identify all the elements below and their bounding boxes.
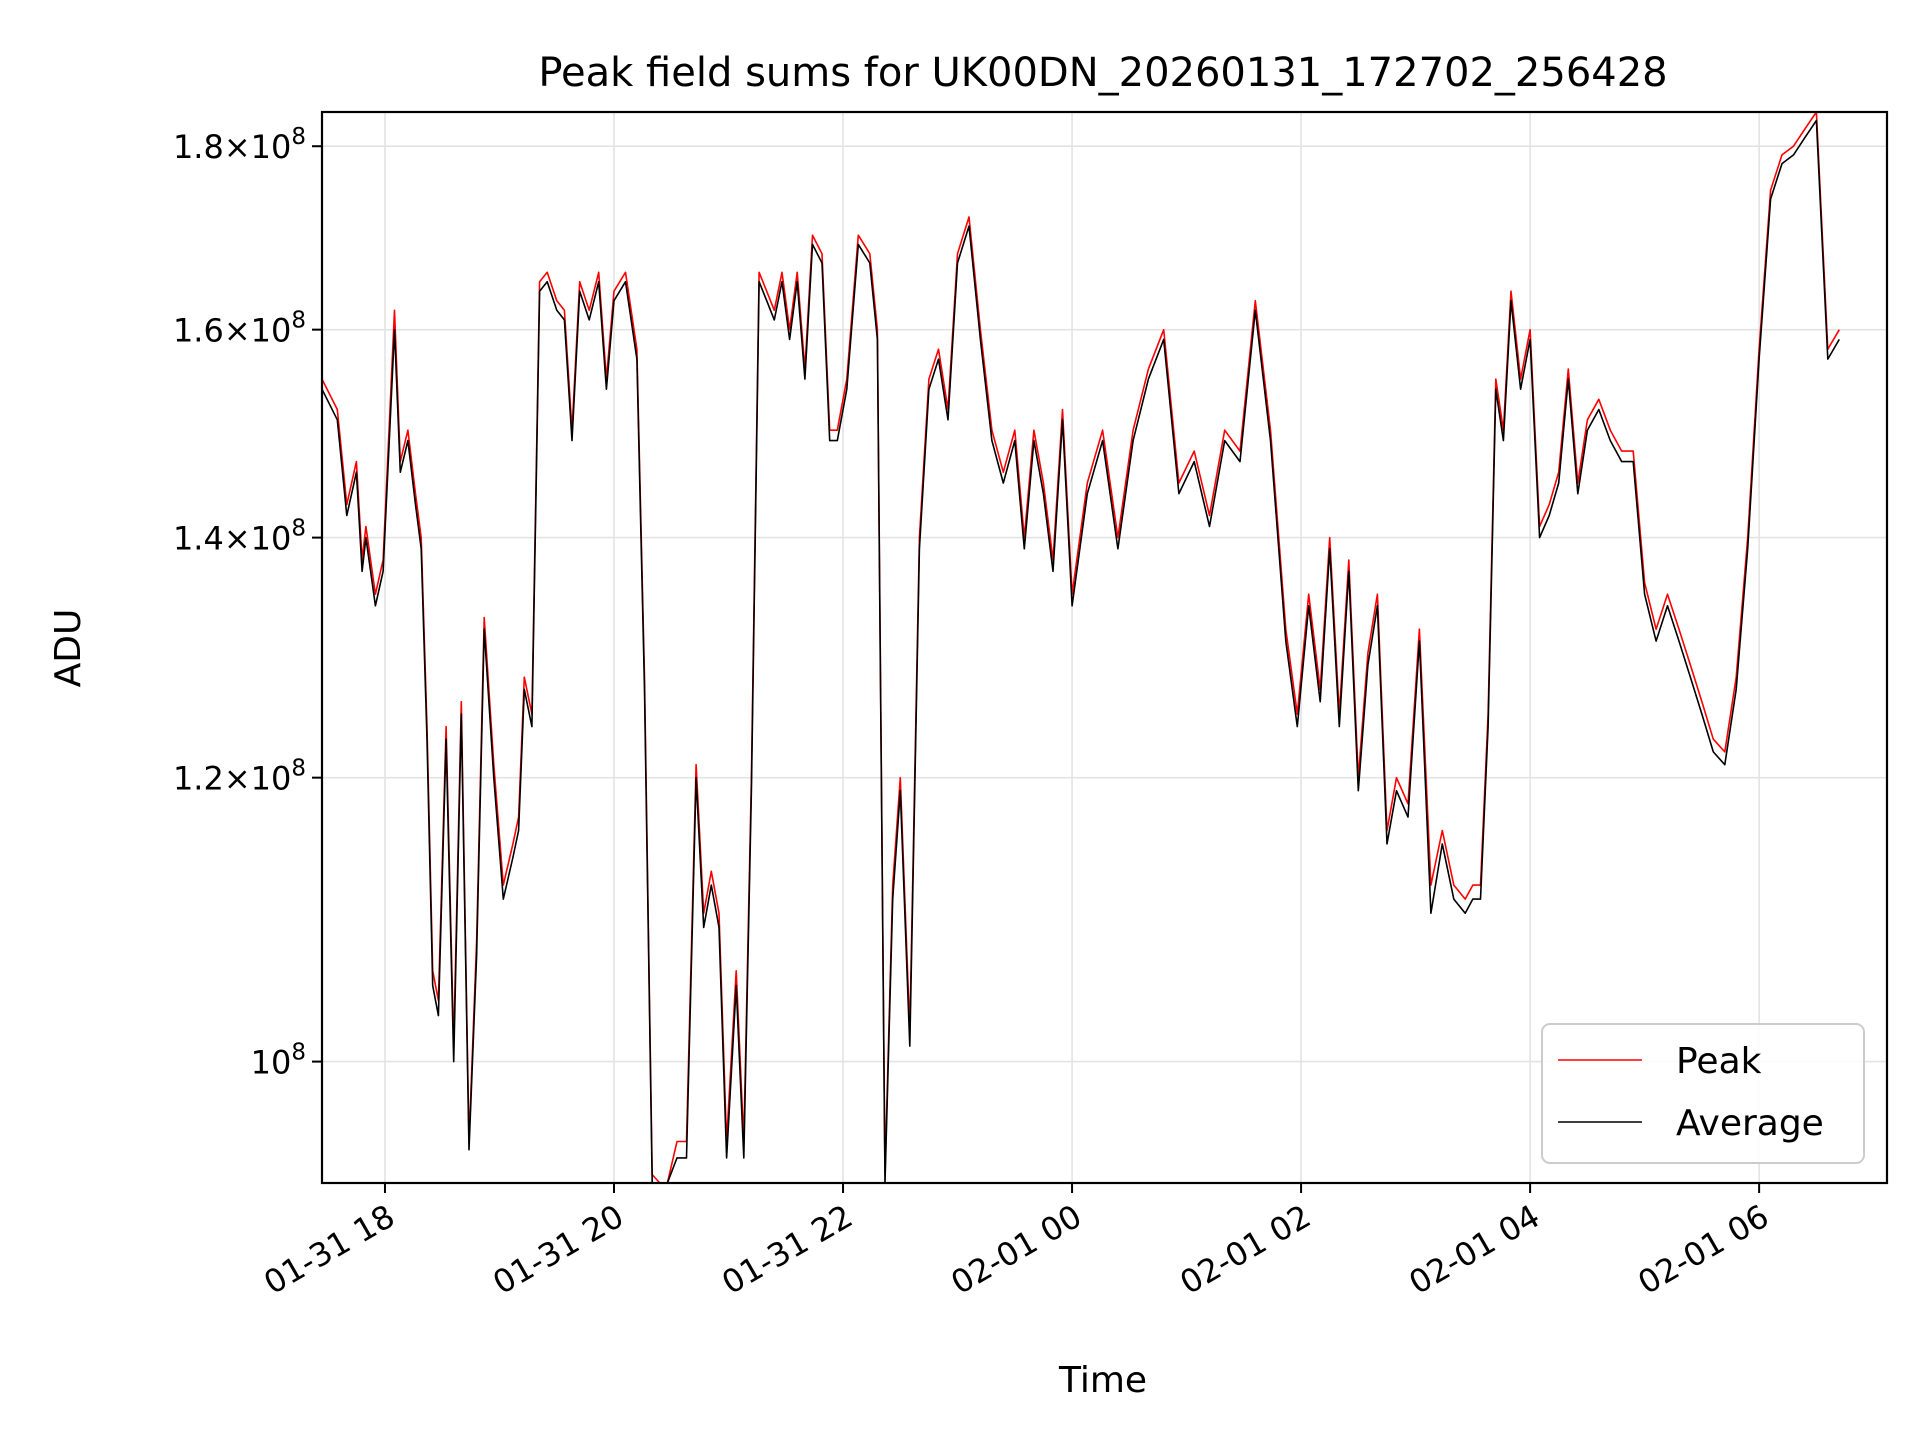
- series-lines: [321, 111, 1840, 1184]
- legend-label-average: Average: [1676, 1103, 1824, 1144]
- legend-box: [1541, 1023, 1865, 1164]
- y-tick-label: 1.4×108: [173, 516, 306, 558]
- legend-label-peak: Peak: [1676, 1041, 1762, 1082]
- legend: Peak Average: [1541, 1023, 1865, 1164]
- y-tick-label: 1.2×108: [173, 756, 306, 798]
- y-tick-label: 108: [251, 1040, 306, 1082]
- y-tick-label: 1.6×108: [173, 308, 306, 350]
- series-line-average: [321, 119, 1840, 1184]
- x-axis-label: Time: [1058, 1360, 1147, 1401]
- chart-title: Peak field sums for UK00DN_20260131_1727…: [538, 50, 1667, 96]
- y-tick-label: 1.8×108: [173, 124, 306, 166]
- y-axis-label: ADU: [48, 609, 89, 688]
- y-axis-ticks: 108 1.2×108 1.4×108 1.6×108 1.8×108: [173, 124, 322, 1082]
- plot-frame: [320, 110, 1889, 1185]
